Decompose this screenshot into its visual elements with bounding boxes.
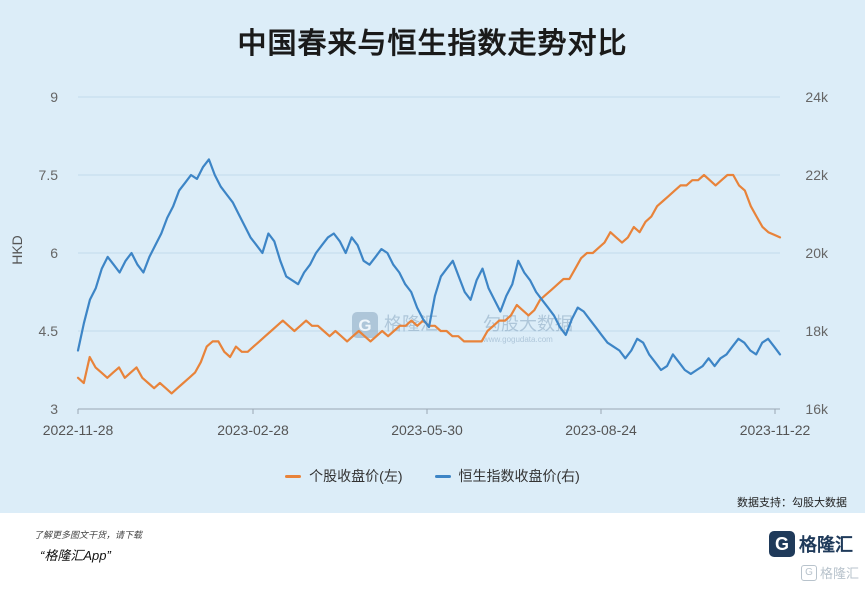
x-tick-label: 2023-08-24 (565, 422, 637, 438)
legend: 个股收盘价(左) 恒生指数收盘价(右) (0, 466, 865, 486)
legend-item-left[interactable]: 个股收盘价(左) (285, 466, 403, 486)
y-tick-right: 20k (805, 245, 829, 261)
x-tick-label: 2022-11-28 (43, 422, 114, 438)
corner-watermark-text: 格隆汇 (819, 566, 859, 581)
legend-label-right: 恒生指数收盘价(右) (458, 468, 580, 484)
brand-logo[interactable]: G 格隆汇 (769, 531, 853, 557)
footer: 了解更多图文干货，请下载 “格隆汇App” G 格隆汇 G 格隆汇 (0, 513, 865, 589)
chart-title: 中国春来与恒生指数走势对比 (237, 28, 628, 60)
y-tick-left: 6 (50, 245, 58, 261)
y-axis-label: HKD (9, 235, 25, 265)
x-tick-label: 2023-02-28 (217, 422, 289, 438)
series-layer (76, 158, 782, 395)
gridlines (78, 96, 780, 410)
watermark-url: www.gogudata.com (482, 335, 553, 344)
corner-watermark: G 格隆汇 (800, 563, 859, 582)
brand-name: 格隆汇 (799, 535, 853, 555)
y-tick-right: 18k (805, 323, 829, 339)
svg-text:G: G (358, 316, 371, 335)
y-tick-right: 22k (805, 167, 829, 183)
footer-app-name[interactable]: “格隆汇App” (40, 548, 111, 563)
series-line-stock (76, 173, 782, 395)
y-tick-left: 7.5 (39, 167, 59, 183)
y-tick-right: 24k (805, 89, 829, 105)
legend-item-right[interactable]: 恒生指数收盘价(右) (434, 466, 580, 486)
legend-swatch-orange (285, 474, 302, 478)
y-tick-left: 9 (50, 89, 58, 105)
watermark-brand: 格隆汇 (384, 314, 438, 335)
x-tick-label: 2023-05-30 (391, 422, 463, 438)
y-tick-left: 4.5 (39, 323, 59, 339)
y-tick-left: 3 (50, 401, 58, 417)
data-source: 数据支持：勾股大数据 (737, 497, 847, 509)
corner-g-icon: G (800, 564, 817, 581)
axes: 3 16k 4.5 18k 6 20k 7.5 22k 9 24k 2022-11-28 2023-0… (39, 89, 829, 438)
y-tick-right: 16k (805, 401, 829, 417)
legend-label-left: 个股收盘价(左) (309, 468, 403, 484)
legend-swatch-blue (434, 474, 451, 478)
footer-note: 了解更多图文干货，请下载 (34, 530, 143, 540)
brand-g-icon: G (769, 531, 795, 557)
x-tick-label: 2023-11-22 (740, 422, 811, 438)
series-line-hsi (76, 158, 782, 375)
